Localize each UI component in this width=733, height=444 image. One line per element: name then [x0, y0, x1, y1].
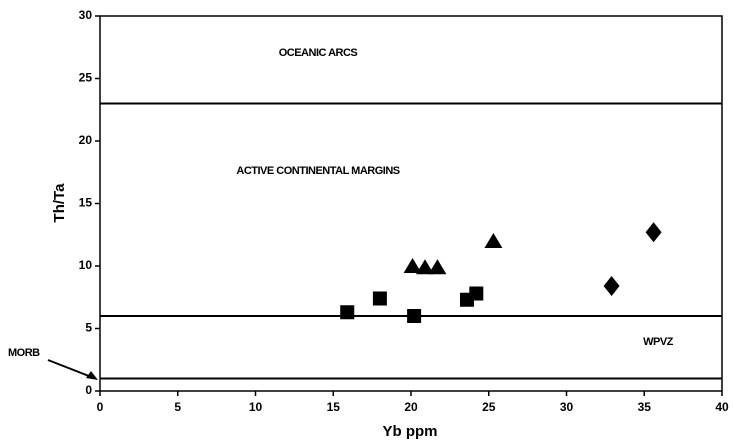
morb-arrowhead [86, 371, 98, 380]
x-tick-label: 15 [327, 400, 341, 414]
annotation: ACTIVE CONTINENTAL MARGINS [236, 165, 399, 177]
y-tick-label: 30 [79, 8, 93, 22]
annotation: WPVZ [643, 336, 674, 348]
data-point [428, 259, 447, 275]
data-point [415, 259, 434, 275]
y-tick-label: 15 [79, 196, 93, 210]
data-point [603, 276, 620, 296]
y-tick-label: 25 [79, 71, 93, 85]
annotation: MORB [8, 347, 40, 359]
x-tick-label: 40 [715, 400, 729, 414]
data-point [403, 258, 422, 273]
data-point [340, 305, 355, 320]
y-axis-title: Th/Ta [51, 183, 68, 223]
y-tick-label: 10 [79, 258, 93, 272]
morb-arrow [47, 359, 95, 379]
x-tick-label: 25 [482, 400, 496, 414]
y-tick-label: 20 [79, 133, 93, 147]
y-tick-label: 5 [85, 321, 92, 335]
plot-frame [99, 15, 723, 392]
y-tick-label: 0 [85, 383, 92, 397]
x-tick-label: 5 [174, 400, 181, 414]
x-tick-label: 35 [638, 400, 652, 414]
data-point [645, 222, 662, 243]
x-axis-title: Yb ppm [383, 423, 438, 440]
data-point [484, 233, 503, 248]
data-point [407, 309, 422, 323]
data-point [469, 286, 484, 301]
x-tick-label: 20 [404, 400, 418, 414]
x-tick-label: 30 [560, 400, 574, 414]
data-point [372, 291, 387, 306]
x-tick-label: 10 [249, 400, 263, 414]
x-tick-label: 0 [97, 400, 104, 414]
annotation: OCEANIC ARCS [279, 47, 358, 59]
